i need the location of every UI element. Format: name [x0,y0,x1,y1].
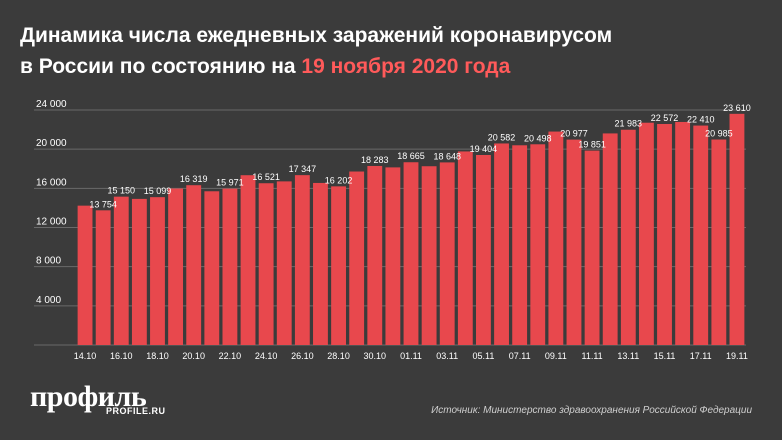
x-tick-label: 05.11 [473,351,495,361]
data-label: 19 851 [578,140,606,150]
bar [657,123,672,345]
title-line-2-prefix: в России по состоянию на [20,55,302,78]
data-label: 15 971 [216,178,244,188]
data-label: 20 498 [524,133,552,143]
x-tick-label: 01.11 [400,351,422,361]
x-tick-label: 07.11 [509,351,531,361]
data-label: 15 150 [108,186,136,196]
bar [150,197,165,345]
bar [294,175,310,345]
data-label: 23 610 [723,103,751,113]
data-label: 19 404 [470,144,498,154]
bar [638,122,654,345]
title-date-highlight: 19 ноября 2020 года [301,55,511,78]
x-tick-label: 24.10 [255,351,278,361]
data-label: 18 283 [361,155,389,165]
bar [168,188,184,345]
bar [711,139,727,345]
bars [77,113,745,345]
data-label: 15 099 [144,186,172,196]
profile-logo: профиль [30,380,147,413]
bar [204,191,220,345]
bar [439,162,455,345]
bar [530,144,546,345]
axes: 4 000 8 000 12 000 16 000 20 000 24 000 14.10 1… [36,99,748,361]
bar [620,129,636,345]
source-note: Источник: Министерство здравоохранения Р… [431,405,752,416]
profile-site: PROFILE.RU [106,406,166,416]
bar [240,175,256,345]
bar [276,181,292,345]
y-tick-label: 20 000 [36,138,67,149]
bar [222,188,238,345]
x-tick-label: 18.10 [146,351,169,361]
bar [113,196,129,345]
data-label: 16 319 [180,174,208,184]
data-label: 18 648 [433,151,461,161]
data-label: 17 347 [289,164,317,174]
bar [494,143,509,345]
bar [186,185,202,345]
bar [675,121,691,345]
x-tick-label: 28.10 [327,351,350,361]
bar [349,171,365,345]
x-tick-label: 11.11 [581,351,602,361]
data-labels: 13 754 15 150 15 099 16 319 15 971 16 521 17 3… [89,103,750,210]
x-tick-label: 15.11 [654,351,676,361]
x-tick-label: 20.10 [182,351,205,361]
x-tick-label: 26.10 [291,351,314,361]
x-tick-label: 19.11 [726,351,748,361]
x-tick-label: 16.10 [110,351,133,361]
bar [131,198,147,345]
data-label: 20 985 [705,129,733,139]
bar [476,155,491,345]
bar [77,205,93,345]
y-tick-label: 4 000 [36,295,61,306]
bar [729,113,745,345]
chart-title: Динамика числа ежедневных заражений коро… [20,20,760,82]
bar [693,125,709,345]
bar [584,150,600,345]
y-tick-label: 8 000 [36,256,61,267]
bar [457,151,473,345]
data-label: 20 582 [488,132,516,142]
bar [367,165,383,345]
bar [602,133,618,345]
data-label: 16 202 [325,175,353,185]
bar [258,183,274,345]
y-tick-label: 12 000 [36,217,67,228]
bar [512,145,528,345]
x-tick-label: 14.10 [74,351,97,361]
bar [421,166,437,345]
x-tick-label: 13.11 [617,351,639,361]
data-label: 13 754 [89,199,117,209]
x-tick-label: 17.11 [690,351,712,361]
y-tick-label: 16 000 [36,177,67,188]
x-tick-label: 03.11 [436,351,458,361]
x-tick-label: 22.10 [219,351,242,361]
bar [566,139,582,345]
data-label: 22 572 [651,113,679,123]
bar [403,162,419,345]
bar [313,182,328,345]
data-label: 20 977 [560,129,588,139]
bar [548,131,564,345]
bar [95,210,111,345]
data-label: 16 521 [252,172,280,182]
data-label: 21 983 [615,119,643,129]
data-label: 22 410 [687,115,715,125]
title-line-1: Динамика числа ежедневных заражений коро… [20,24,613,47]
y-tick-label: 24 000 [36,99,67,110]
bar [385,167,401,345]
data-label: 18 665 [397,151,425,161]
x-tick-label: 09.11 [545,351,567,361]
bar [331,186,346,345]
x-tick-label: 30.10 [364,351,387,361]
